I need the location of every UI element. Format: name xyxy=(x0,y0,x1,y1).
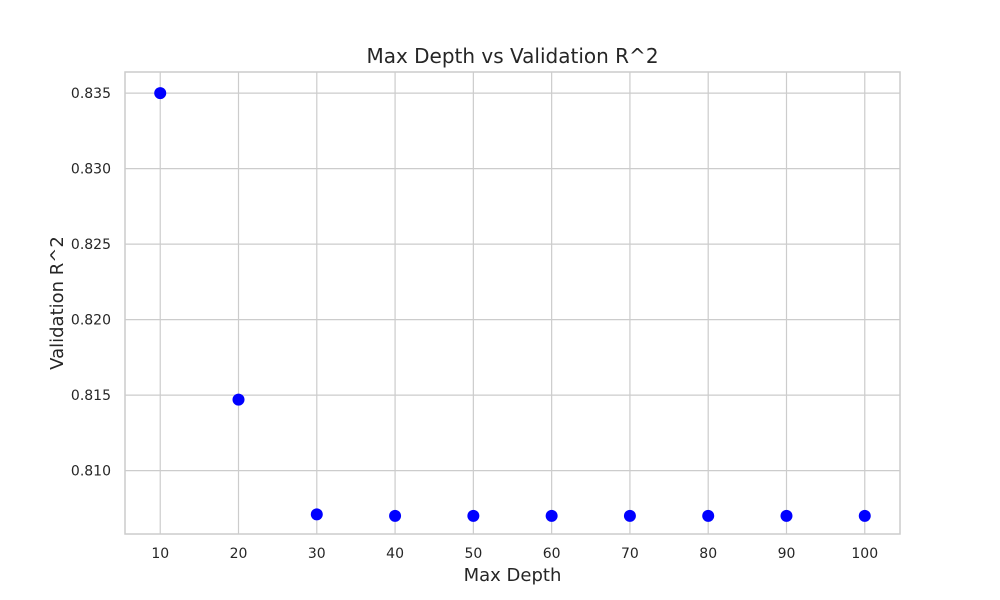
y-axis-ticks: 0.810 0.815 0.820 0.825 0.830 0.835 xyxy=(71,86,111,479)
data-points xyxy=(154,87,871,522)
y-tick-label: 0.825 xyxy=(71,237,111,253)
x-tick-label: 40 xyxy=(386,546,404,562)
x-tick-label: 20 xyxy=(230,546,248,562)
data-point xyxy=(467,509,480,522)
x-tick-label: 80 xyxy=(699,546,717,562)
x-tick-label: 50 xyxy=(464,546,482,562)
data-point xyxy=(702,509,715,522)
data-point xyxy=(545,509,558,522)
x-axis-label: Max Depth xyxy=(464,565,562,586)
x-tick-label: 70 xyxy=(621,546,639,562)
x-tick-label: 30 xyxy=(308,546,326,562)
data-point xyxy=(858,509,871,522)
x-tick-label: 100 xyxy=(851,546,878,562)
data-point xyxy=(154,87,167,100)
data-point xyxy=(232,393,245,406)
data-point xyxy=(389,509,402,522)
data-point xyxy=(310,508,323,521)
grid xyxy=(125,72,900,534)
y-tick-label: 0.830 xyxy=(71,162,111,178)
chart-title: Max Depth vs Validation R^2 xyxy=(366,44,658,68)
y-axis-label: Validation R^2 xyxy=(47,236,68,370)
y-tick-label: 0.815 xyxy=(71,388,111,404)
x-tick-label: 10 xyxy=(151,546,169,562)
x-tick-label: 60 xyxy=(543,546,561,562)
data-point xyxy=(780,509,793,522)
x-tick-label: 90 xyxy=(778,546,796,562)
plot-area-frame xyxy=(124,71,901,535)
data-point xyxy=(623,509,636,522)
x-axis-ticks: 10 20 30 40 50 60 70 80 90 100 xyxy=(151,546,878,562)
y-tick-label: 0.810 xyxy=(71,464,111,480)
y-tick-label: 0.820 xyxy=(71,313,111,329)
y-tick-label: 0.835 xyxy=(71,86,111,102)
